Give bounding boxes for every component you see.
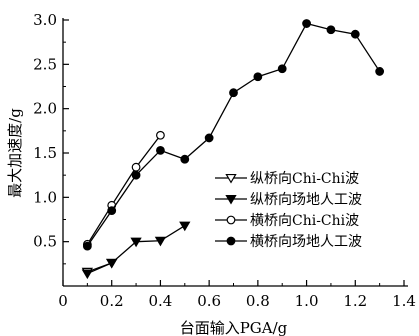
series-2: [81, 221, 191, 280]
series-4-point: [375, 67, 385, 76]
series-4-point: [156, 145, 165, 155]
series-2-point: [81, 269, 94, 280]
legend-marker: [226, 236, 236, 246]
series-3-point: [131, 162, 141, 172]
x-tick-label: 0.8: [246, 292, 270, 310]
series-4-point: [253, 72, 263, 82]
x-tick-label: 0.6: [197, 292, 221, 310]
legend-marker: [226, 215, 236, 225]
y-tick-label: 0.5: [33, 233, 57, 251]
series-4-point: [204, 133, 214, 143]
legend-label: 纵桥向Chi-Chi波: [250, 171, 359, 187]
series-layer: [81, 19, 385, 280]
x-tick-label: 0.2: [100, 292, 124, 310]
series-2-point: [154, 236, 167, 247]
y-tick-label: 3.0: [33, 11, 57, 29]
series-2-point: [179, 221, 191, 232]
series-2-point: [130, 237, 142, 248]
x-axis-title: 台面输入PGA/g: [180, 319, 288, 336]
series-4-point: [82, 241, 92, 251]
y-tick-label: 1.0: [33, 188, 57, 206]
series-4-point: [131, 170, 141, 180]
series-4: [82, 19, 385, 251]
series-4-point: [277, 64, 287, 74]
x-tick-label: 0: [58, 292, 68, 310]
series-4-point: [180, 154, 190, 164]
y-tick-label: 2.0: [33, 100, 57, 118]
x-tick-label: 1.4: [392, 292, 416, 310]
axes: 0 0.2 0.4 0.6 0.8 1.0 1.2 1.4 0.5 1.0 1.5 2.0 2.5 3.0: [33, 11, 416, 310]
legend-label: 横桥向场地人工波: [250, 234, 362, 250]
legend-label: 横桥向Chi-Chi波: [250, 213, 359, 229]
y-tick-label: 1.5: [33, 144, 57, 162]
legend-item-1: 纵桥向Chi-Chi波: [215, 171, 359, 187]
series-3-line: [86, 134, 161, 245]
legend-item-3: 横桥向Chi-Chi波: [215, 213, 359, 229]
y-tick-label: 2.5: [33, 55, 57, 73]
series-2-point: [106, 258, 118, 269]
legend-item-2: 纵桥向场地人工波: [215, 192, 362, 208]
legend-label: 纵桥向场地人工波: [250, 192, 362, 208]
y-axis-title: 最大加速度/g: [6, 108, 24, 198]
x-tick-label: 0.4: [148, 292, 172, 310]
legend-item-4: 横桥向场地人工波: [215, 234, 362, 250]
series-4-point: [350, 29, 360, 39]
series-3-point: [156, 130, 165, 140]
series-3: [82, 130, 165, 249]
legend-marker: [225, 173, 237, 184]
series-4-point: [326, 25, 336, 35]
series-4-point: [107, 206, 117, 216]
x-tick-label: 1.0: [295, 292, 319, 310]
series-4-point: [302, 19, 311, 28]
series-4-point: [229, 88, 238, 98]
legend-marker: [225, 194, 237, 205]
x-tick-label: 1.2: [343, 292, 367, 310]
